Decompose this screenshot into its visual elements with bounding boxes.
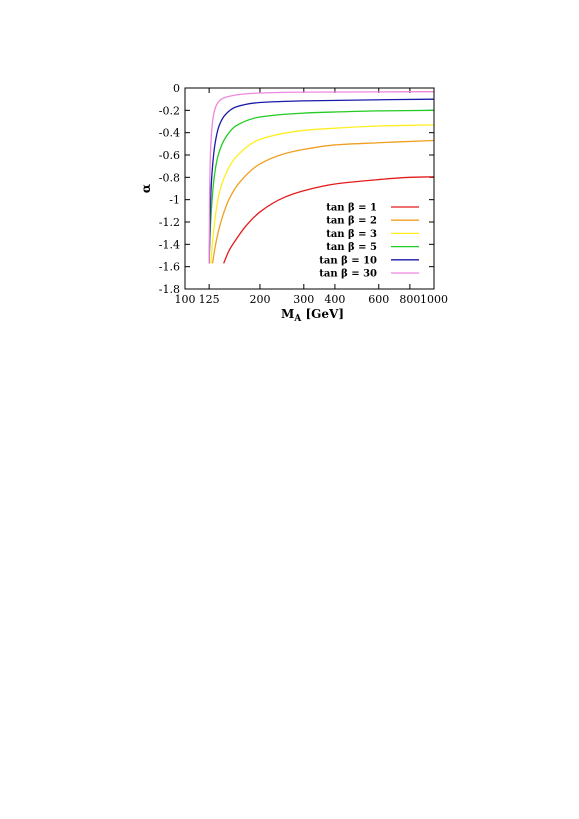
plot-frame xyxy=(184,87,435,290)
x-tick-label: 100 xyxy=(175,293,196,306)
legend-label-3: tan β = 5 xyxy=(326,242,377,253)
series-line-5 xyxy=(208,91,435,264)
legend-label-5: tan β = 30 xyxy=(319,269,377,280)
y-tick-label: -0.2 xyxy=(159,104,180,117)
tick-labels: 100 125 200 300 400 600 800 1000 0 -0.2 -0.4 -0.6 -0… xyxy=(159,82,448,306)
legend-label-4: tan β = 10 xyxy=(319,255,377,266)
y-tick-label: -1.4 xyxy=(159,238,180,251)
legend-label-0: tan β = 1 xyxy=(326,203,377,214)
x-axis-label: MA [GeV] xyxy=(281,307,344,324)
series-line-1 xyxy=(211,139,435,264)
y-tick-label: -0.4 xyxy=(159,127,180,140)
y-tick-label: -1 xyxy=(169,194,180,207)
legend: tan β = 1 tan β = 2 tan β = 3 tan β = 5 tan … xyxy=(319,203,419,280)
x-tick-label: 300 xyxy=(293,293,314,306)
series-line-0 xyxy=(223,176,435,264)
series-layer xyxy=(208,91,435,264)
x-tick-label: 1000 xyxy=(420,293,448,306)
legend-label-1: tan β = 2 xyxy=(326,216,377,227)
series-line-3 xyxy=(208,109,435,264)
x-tick-label: 800 xyxy=(399,293,420,306)
legend-label-2: tan β = 3 xyxy=(326,229,377,240)
x-tick-label: 200 xyxy=(249,293,270,306)
x-tick-label: 600 xyxy=(368,293,389,306)
x-tick-label: 125 xyxy=(199,293,220,306)
series-line-4 xyxy=(208,98,435,264)
x-tick-label: 400 xyxy=(324,293,345,306)
y-tick-label: -1.6 xyxy=(159,261,180,274)
y-tick-label: 0 xyxy=(173,82,180,95)
y-axis-label: α xyxy=(139,184,153,193)
series-line-2 xyxy=(210,124,435,264)
y-tick-label: -1.2 xyxy=(159,216,180,229)
y-tick-label: -0.6 xyxy=(159,149,180,162)
y-tick-label: -1.8 xyxy=(159,283,180,296)
y-tick-label: -0.8 xyxy=(159,171,180,184)
